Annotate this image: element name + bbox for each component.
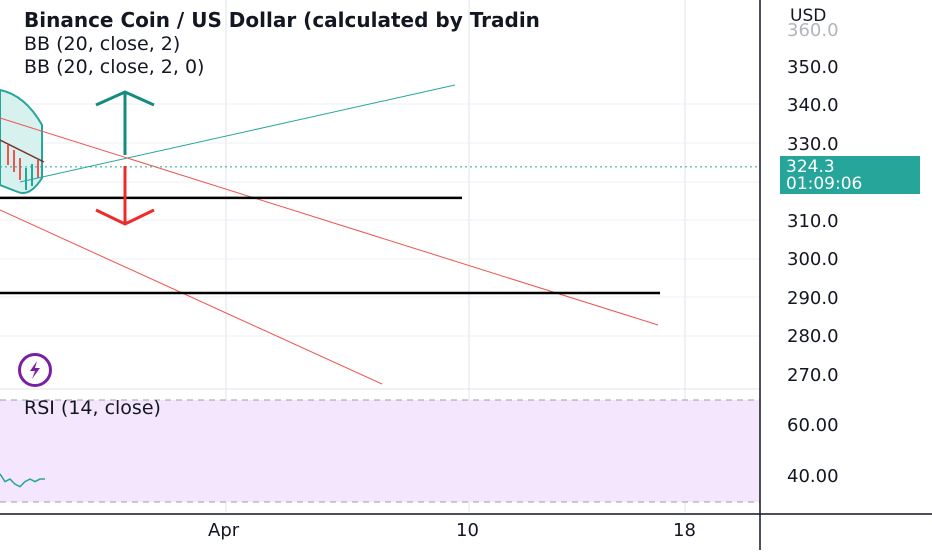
price-tick: 360.0 [787, 20, 839, 41]
currency-label[interactable]: USD [790, 6, 827, 26]
chart-title: Binance Coin / US Dollar (calculated by … [24, 8, 540, 32]
rsi-band [0, 400, 760, 502]
bollinger-basis [0, 139, 45, 163]
up-arrow-icon [95, 90, 155, 155]
rsi-tick: 60.00 [787, 415, 839, 436]
trend-line-up [19, 84, 456, 183]
indicator-legend-bb2[interactable]: BB (20, close, 2, 0) [24, 56, 205, 78]
lightning-icon[interactable] [18, 353, 52, 387]
price-tick: 310.0 [787, 211, 839, 232]
price-tick: 350.0 [787, 57, 839, 78]
trend-line-down-upper [0, 117, 659, 326]
price-tick: 330.0 [787, 134, 839, 155]
down-arrow-icon [95, 166, 155, 226]
indicator-legend-rsi[interactable]: RSI (14, close) [24, 397, 161, 419]
bar-countdown: 01:09:06 [786, 174, 863, 194]
last-price-value: 324.3 [786, 157, 835, 177]
time-tick: Apr [208, 520, 240, 541]
time-tick: 10 [456, 520, 479, 541]
price-tick: 340.0 [787, 95, 839, 116]
price-tick: 270.0 [787, 365, 839, 386]
rsi-tick: 40.00 [787, 466, 839, 487]
price-tick: 290.0 [787, 288, 839, 309]
rsi-series-line [0, 473, 45, 488]
indicator-legend-bb1[interactable]: BB (20, close, 2) [24, 33, 181, 55]
price-tick: 300.0 [787, 249, 839, 270]
price-tick: 280.0 [787, 326, 839, 347]
trend-line-down-lower [0, 209, 383, 385]
last-price-badge: 324.3 01:09:06 [780, 156, 920, 194]
time-tick: 18 [673, 520, 696, 541]
